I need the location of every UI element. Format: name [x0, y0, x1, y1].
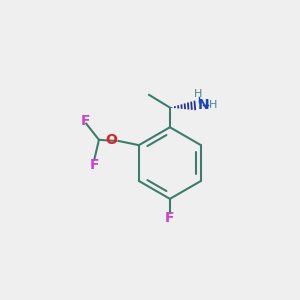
- Text: F: F: [90, 158, 99, 172]
- Text: H: H: [194, 89, 202, 99]
- Text: N: N: [198, 98, 209, 112]
- Text: F: F: [165, 211, 175, 225]
- Text: F: F: [80, 114, 90, 128]
- Text: H: H: [209, 100, 218, 110]
- Text: O: O: [106, 133, 117, 147]
